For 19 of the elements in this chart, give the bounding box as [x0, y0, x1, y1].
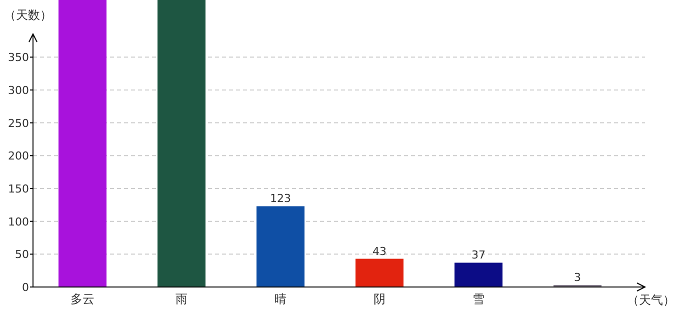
y-tick-label: 300	[8, 84, 29, 97]
data-label: 43	[372, 244, 386, 258]
x-tick-label: 多云	[70, 292, 94, 306]
x-tick-label: 雨	[176, 292, 188, 306]
y-tick-label: 250	[8, 116, 29, 130]
y-tick-label: 150	[8, 182, 29, 196]
y-axis-title: （天数）	[4, 8, 52, 22]
data-label: 3	[574, 271, 581, 284]
x-tick-label: 阴	[374, 292, 386, 306]
data-label: 123	[270, 192, 291, 206]
y-tick-label: 50	[15, 248, 29, 262]
y-tick-label: 0	[22, 281, 29, 294]
x-tick-label: 晴	[274, 292, 286, 306]
data-label: 37	[472, 248, 486, 262]
x-axis-title: （天气）	[627, 293, 675, 307]
y-tick-label: 350	[8, 51, 29, 64]
y-tick-label: 200	[8, 150, 29, 163]
y-tick-label: 100	[8, 215, 29, 228]
x-tick-label: 雪	[472, 292, 484, 306]
